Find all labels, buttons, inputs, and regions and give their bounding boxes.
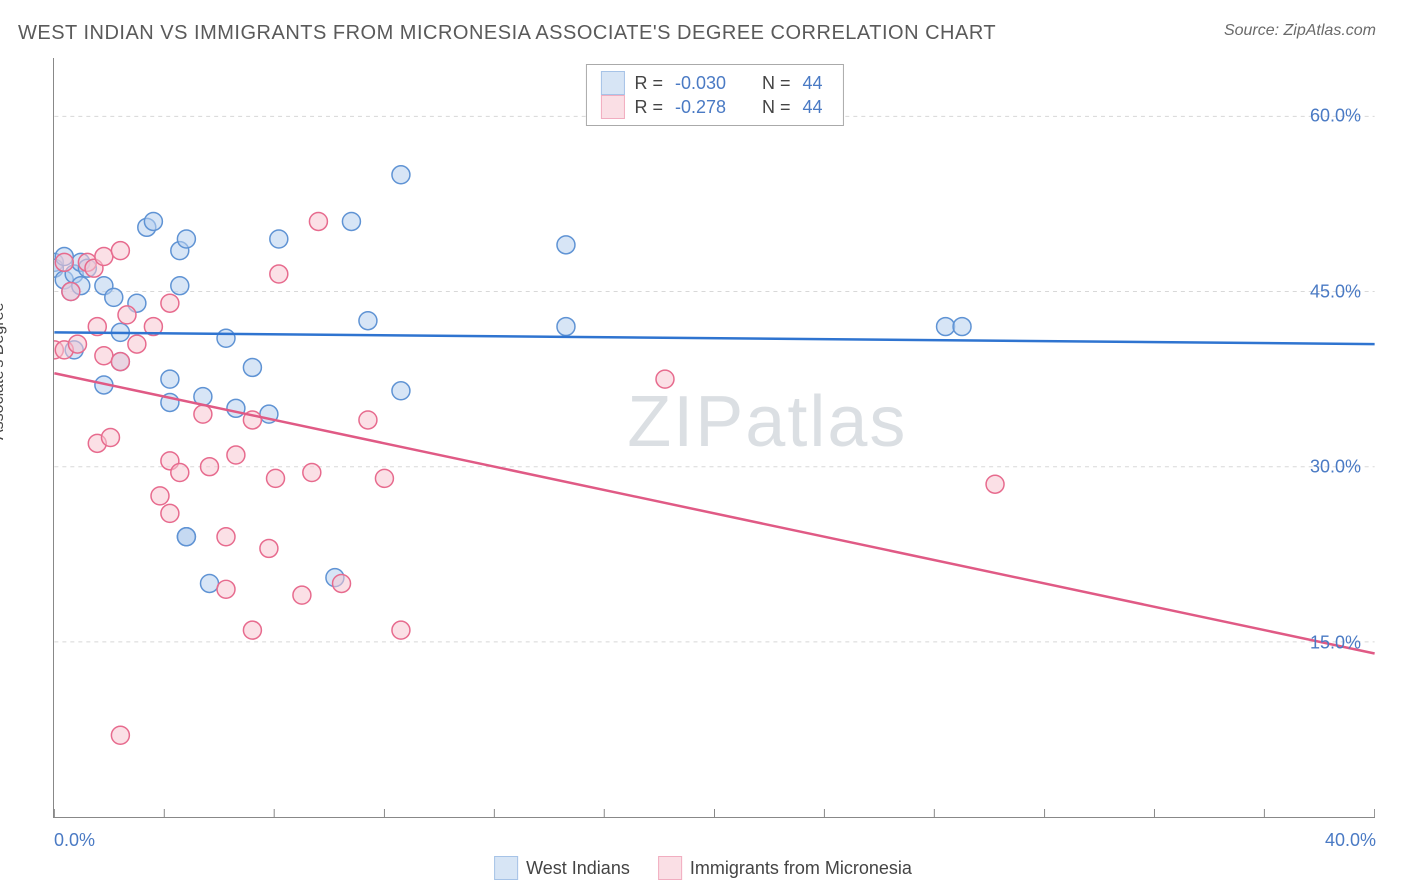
legend-swatch xyxy=(658,856,682,880)
y-tick-label: 45.0% xyxy=(1310,281,1361,302)
legend-swatch xyxy=(600,95,624,119)
series-legend-label: Immigrants from Micronesia xyxy=(690,858,912,879)
y-tick-label: 30.0% xyxy=(1310,457,1361,478)
x-tick-label-max: 40.0% xyxy=(1325,830,1376,851)
legend-swatch xyxy=(494,856,518,880)
y-axis-label: Associate's Degree xyxy=(0,303,8,440)
series-legend-item: West Indians xyxy=(494,856,630,880)
r-label: R = xyxy=(634,71,663,95)
n-value: 44 xyxy=(803,71,823,95)
x-tick-label-min: 0.0% xyxy=(54,830,95,851)
series-legend-label: West Indians xyxy=(526,858,630,879)
r-value: -0.030 xyxy=(675,71,726,95)
y-tick-label: 15.0% xyxy=(1310,632,1361,653)
correlation-legend: R = -0.030 N = 44 R = -0.278 N = 44 xyxy=(585,64,843,126)
r-value: -0.278 xyxy=(675,95,726,119)
r-label: R = xyxy=(634,95,663,119)
n-label: N = xyxy=(762,71,791,95)
chart-title: WEST INDIAN VS IMMIGRANTS FROM MICRONESI… xyxy=(18,22,996,45)
correlation-legend-row: R = -0.278 N = 44 xyxy=(600,95,828,119)
plot-area: ZIPatlas R =-0.030 N =44R =-0.278 N =44 … xyxy=(53,58,1375,818)
legend-swatch xyxy=(600,71,624,95)
y-tick-label: 60.0% xyxy=(1310,106,1361,127)
n-label: N = xyxy=(762,95,791,119)
n-value: 44 xyxy=(803,95,823,119)
source-attribution: Source: ZipAtlas.com xyxy=(1224,22,1376,40)
correlation-legend-row: R = -0.030 N = 44 xyxy=(600,71,828,95)
chart-svg xyxy=(54,58,1375,817)
series-legend: West Indians Immigrants from Micronesia xyxy=(494,856,912,880)
series-legend-item: Immigrants from Micronesia xyxy=(658,856,912,880)
